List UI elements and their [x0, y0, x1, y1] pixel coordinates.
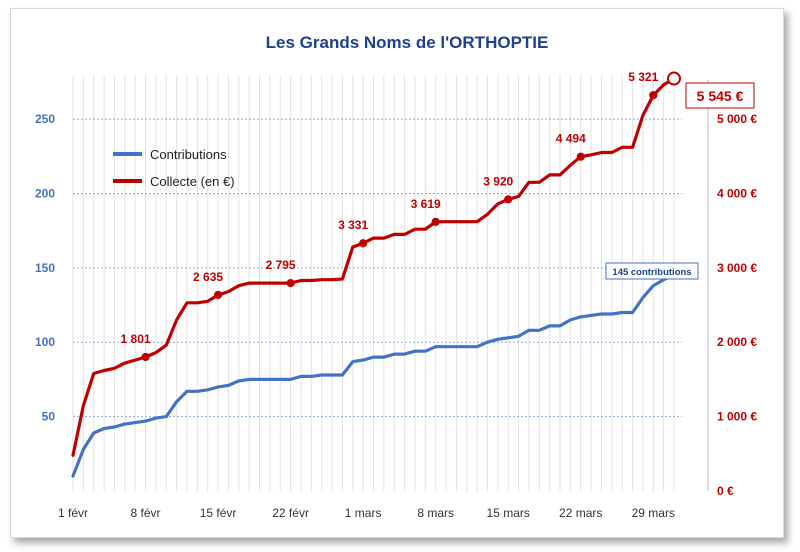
- legend: Contributions Collecte (en €): [113, 147, 235, 189]
- collecte-value-label: 2 635: [193, 270, 223, 284]
- collecte-marker: [431, 217, 440, 226]
- contributions-final-box: [605, 262, 699, 280]
- collecte-value-label: 3 619: [411, 197, 441, 211]
- collecte-marker: [504, 195, 513, 204]
- collecte-value-label: 2 795: [266, 258, 296, 272]
- y-right-tick-label: 1 000 €: [717, 410, 757, 424]
- y-right-tick-label: 5 000 €: [717, 112, 757, 126]
- y-left-tick-label: 200: [35, 186, 55, 200]
- contributions-final-label: 145 contributions: [612, 267, 691, 278]
- collecte-final-marker: [667, 71, 681, 86]
- collecte-value-label: 1 801: [121, 332, 151, 346]
- y-right-tick-label: 3 000 €: [717, 261, 757, 275]
- x-tick-label: 8 févr: [131, 506, 161, 520]
- x-tick-label: 1 févr: [58, 506, 88, 520]
- x-tick-label: 15 févr: [200, 506, 237, 520]
- y-left-tick-label: 150: [35, 261, 55, 275]
- x-tick-label: 15 mars: [487, 506, 530, 520]
- series-line-collecte: [71, 76, 676, 457]
- collecte-value-label: 3 331: [338, 218, 368, 232]
- x-tick-label: 1 mars: [345, 506, 382, 520]
- x-tick-label: 29 mars: [632, 506, 675, 520]
- collecte-value-label: 5 321: [628, 70, 658, 84]
- x-tick-label: 22 févr: [272, 506, 309, 520]
- y-right-tick-label: 2 000 €: [717, 335, 757, 349]
- collecte-marker: [286, 278, 295, 288]
- collecte-final-box: [685, 82, 755, 109]
- y-left-tick-label: 100: [35, 335, 55, 349]
- collecte-marker: [359, 239, 368, 248]
- collecte-marker: [649, 91, 658, 100]
- y-right-tick-label: 0 €: [717, 484, 734, 498]
- series-line-contributions: [71, 273, 676, 478]
- collecte-marker: [141, 352, 150, 362]
- collecte-value-label: 4 494: [556, 132, 586, 146]
- y-right-tick-label: 4 000 €: [717, 186, 757, 200]
- legend-label-contributions: Contributions: [150, 147, 227, 162]
- collecte-marker: [576, 152, 585, 161]
- x-tick-label: 22 mars: [559, 506, 602, 520]
- chart-title: Les Grands Noms de l'ORTHOPTIE: [266, 33, 549, 52]
- collecte-final-label: 5 545 €: [697, 88, 744, 104]
- y-left-tick-label: 250: [35, 112, 55, 126]
- y-left-tick-label: 50: [42, 410, 56, 424]
- collecte-marker: [213, 290, 223, 300]
- collecte-value-label: 3 920: [483, 174, 513, 188]
- legend-label-collecte: Collecte (en €): [150, 174, 235, 189]
- x-tick-label: 8 mars: [417, 506, 454, 520]
